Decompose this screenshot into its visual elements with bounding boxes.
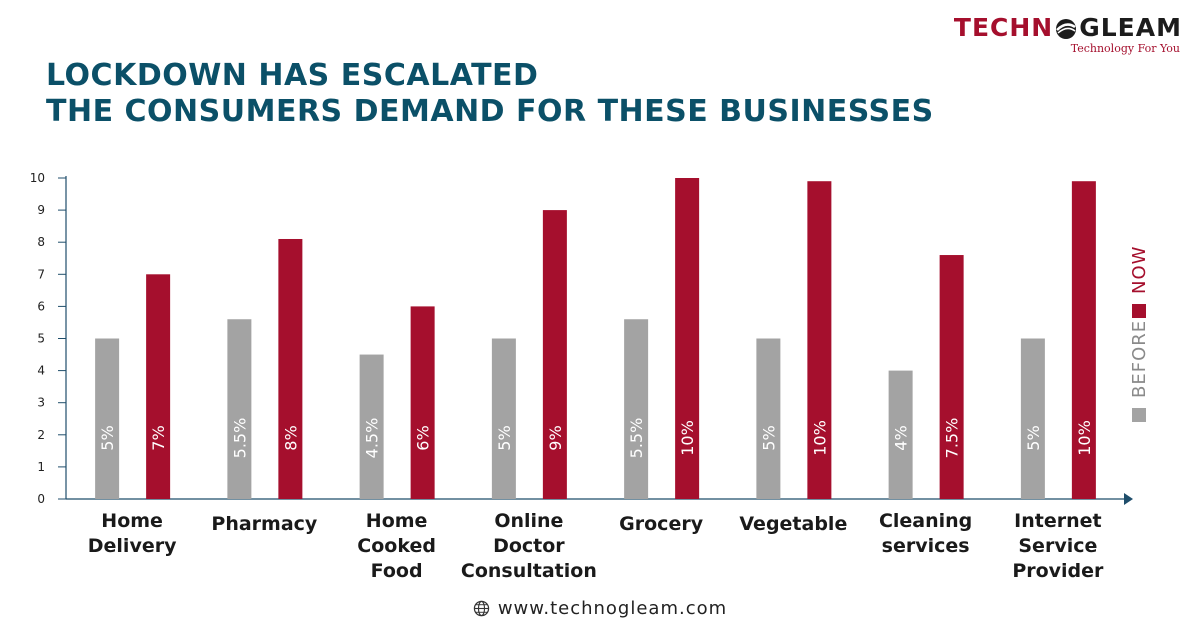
x-category-label-line: Grocery bbox=[619, 513, 704, 535]
x-category-label-line: Internet bbox=[1014, 510, 1101, 532]
x-category-label: Pharmacy bbox=[211, 513, 318, 535]
website-footer: www.technogleam.com bbox=[0, 598, 1200, 619]
x-category-label-line: Online bbox=[494, 510, 563, 532]
legend-now-swatch bbox=[1132, 304, 1146, 318]
bar-now bbox=[410, 306, 435, 499]
logo-wordmark: TECHN GLEAM bbox=[954, 14, 1182, 42]
data-label-before: 4.5% bbox=[363, 418, 382, 459]
data-label-now: 6% bbox=[414, 425, 433, 450]
x-category-label-line: Cooked bbox=[357, 535, 436, 557]
bar-now bbox=[146, 274, 171, 499]
bar-before bbox=[624, 319, 649, 499]
x-category-label-line: Service bbox=[1018, 535, 1097, 557]
x-category-label-line: services bbox=[882, 535, 970, 557]
bar-before bbox=[491, 338, 516, 499]
x-category-label: Home Cooked Food bbox=[357, 510, 436, 582]
x-category-label-line: Consultation bbox=[461, 560, 597, 582]
x-category-label: Home Delivery bbox=[88, 510, 177, 557]
x-category-label: Internet Service Provider bbox=[1012, 510, 1104, 582]
data-label-before: 5.5% bbox=[230, 418, 249, 459]
title-line-2: THE CONSUMERS DEMAND FOR THESE BUSINESSE… bbox=[46, 94, 934, 129]
x-category-label: Grocery bbox=[619, 513, 704, 535]
y-tick-label: 10 bbox=[30, 171, 45, 185]
y-tick-label: 8 bbox=[37, 235, 45, 249]
data-label-before: 5.5% bbox=[627, 418, 646, 459]
globe-icon bbox=[473, 600, 490, 617]
bar-now bbox=[278, 238, 303, 500]
y-tick-label: 6 bbox=[37, 299, 45, 313]
data-label-before: 5% bbox=[759, 425, 778, 450]
data-label-before: 5% bbox=[98, 425, 117, 450]
legend-before-swatch bbox=[1132, 408, 1146, 422]
data-label-before: 5% bbox=[495, 425, 514, 450]
y-tick-label: 1 bbox=[37, 460, 45, 474]
bar-now bbox=[1071, 181, 1096, 499]
x-category-label: Online Doctor Consultation bbox=[461, 510, 597, 582]
data-label-now: 7% bbox=[149, 425, 168, 450]
x-category-label-line: Food bbox=[371, 560, 423, 582]
data-label-now: 8% bbox=[281, 425, 300, 450]
data-label-before: 5% bbox=[1024, 425, 1043, 450]
x-category-label-line: Cleaning bbox=[879, 510, 972, 532]
y-tick-label: 7 bbox=[37, 267, 45, 281]
legend-now-label: NOW bbox=[1129, 245, 1150, 294]
brand-logo: TECHN GLEAM Technology For You bbox=[954, 14, 1182, 56]
data-label-now: 10% bbox=[1075, 420, 1094, 456]
website-url: www.technogleam.com bbox=[497, 598, 728, 619]
legend-before: BEFORE bbox=[1129, 320, 1150, 422]
globe-swirl-icon bbox=[1056, 19, 1077, 39]
bar-now bbox=[807, 181, 832, 499]
bar-before bbox=[888, 370, 913, 499]
data-label-now: 9% bbox=[546, 425, 565, 450]
x-axis-arrow-icon bbox=[1124, 493, 1133, 505]
title-line-1: LOCKDOWN HAS ESCALATED bbox=[46, 58, 539, 93]
y-tick-label: 3 bbox=[37, 396, 45, 410]
data-label-now: 10% bbox=[810, 420, 829, 456]
chart-title: LOCKDOWN HAS ESCALATED THE CONSUMERS DEM… bbox=[46, 58, 934, 130]
x-category-label-line: Delivery bbox=[88, 535, 177, 557]
logo-text-part2: GLEAM bbox=[1079, 13, 1182, 42]
y-tick-label: 5 bbox=[37, 332, 45, 346]
bar-now bbox=[542, 210, 567, 499]
x-category-label-line: Provider bbox=[1012, 560, 1104, 582]
data-label-now: 7.5% bbox=[943, 418, 962, 459]
data-label-now: 10% bbox=[678, 420, 697, 456]
y-tick-label: 2 bbox=[37, 428, 45, 442]
bar-before bbox=[227, 319, 252, 499]
bar-now bbox=[675, 178, 700, 499]
logo-tagline: Technology For You bbox=[1070, 42, 1180, 55]
x-category-label-line: Doctor bbox=[493, 535, 565, 557]
x-category-label: Vegetable bbox=[739, 513, 847, 535]
x-category-label-line: Home bbox=[101, 510, 163, 532]
x-category-label-line: Pharmacy bbox=[211, 513, 318, 535]
y-tick-label: 0 bbox=[37, 492, 45, 506]
legend-before-label: BEFORE bbox=[1129, 319, 1150, 398]
x-category-label-line: Vegetable bbox=[739, 513, 847, 535]
y-tick-label: 9 bbox=[37, 203, 45, 217]
logo-text-part1: TECHN bbox=[953, 13, 1054, 42]
legend-now: NOW bbox=[1129, 246, 1150, 318]
bar-before bbox=[756, 338, 781, 499]
x-category-label: Cleaning services bbox=[879, 510, 972, 557]
data-label-before: 4% bbox=[892, 425, 911, 450]
bar-now bbox=[939, 255, 964, 499]
bar-before bbox=[95, 338, 120, 499]
bar-before bbox=[359, 354, 384, 499]
x-category-label-line: Home bbox=[366, 510, 428, 532]
bar-before bbox=[1020, 338, 1045, 499]
y-tick-label: 4 bbox=[37, 364, 45, 378]
